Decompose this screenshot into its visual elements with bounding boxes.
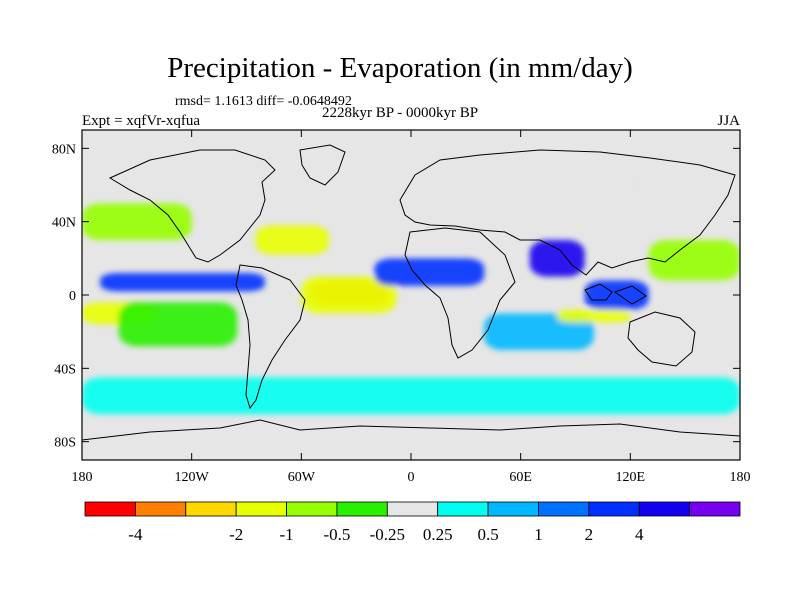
coastline-south-america	[235, 264, 306, 410]
colorbar-box	[235, 501, 287, 517]
colorbar-label: 0.5	[477, 525, 498, 544]
colorbar-label: 4	[635, 525, 644, 544]
field-region-1	[301, 276, 397, 314]
y-tick-label: 80N	[52, 142, 76, 157]
colorbar-box	[538, 501, 590, 517]
coastline-africa	[404, 227, 516, 359]
x-tick-label: 180	[72, 470, 93, 485]
coastline-antarctica	[82, 419, 740, 441]
period-text: 2228kyr BP - 0000kyr BP	[322, 105, 479, 121]
coastline-australia	[627, 311, 696, 367]
season-label: JJA	[717, 113, 740, 129]
experiment-label: Expt = xqfVr-xqfua	[82, 113, 201, 129]
colorbar-label: -4	[128, 525, 143, 544]
colorbar-label: 1	[534, 525, 543, 544]
y-tick-label: 40N	[52, 216, 76, 231]
field-region-5	[82, 203, 192, 240]
colorbar-label: 2	[585, 525, 594, 544]
colorbar-label: -1	[279, 525, 293, 544]
colorbar-box	[638, 501, 691, 517]
colorbar-box	[487, 501, 539, 517]
field-region-14	[82, 377, 740, 415]
field-region-9	[529, 240, 585, 277]
field-region-8	[374, 258, 485, 286]
colorbar-label: -0.25	[370, 525, 405, 544]
x-tick-label: 120W	[175, 470, 210, 485]
colorbar-box	[689, 501, 741, 517]
x-tick-label: 60E	[509, 470, 532, 485]
x-tick-label: 180	[730, 470, 751, 485]
field-region-7	[100, 273, 265, 292]
y-tick-label: 40S	[54, 362, 76, 377]
field-region-11	[484, 313, 594, 350]
x-tick-label: 60W	[288, 470, 316, 485]
colorbar-box	[134, 501, 187, 517]
x-tick-label: 0	[408, 470, 415, 485]
field-region-13	[557, 309, 631, 323]
coastline-north-america	[108, 149, 276, 263]
coastline-eurasia	[399, 149, 736, 276]
chart-title: Precipitation - Evaporation (in mm/day)	[167, 52, 633, 84]
field-region-3	[118, 302, 238, 347]
colorbar-box	[286, 501, 338, 517]
y-tick-label: 80S	[54, 436, 76, 451]
y-tick-label: 0	[69, 289, 76, 304]
field-region-10	[584, 280, 649, 310]
field-region-4	[255, 225, 329, 255]
stats-text: rmsd= 1.1613 diff= -0.0648492	[175, 94, 352, 109]
x-tick-label: 120E	[616, 470, 646, 485]
colorbar-label: 0.25	[423, 525, 453, 544]
colorbar-label: -2	[229, 525, 243, 544]
field-region-6	[438, 157, 631, 213]
coastline-greenland	[299, 144, 346, 186]
coastline-maritime-continent	[584, 283, 647, 305]
field-region-12	[648, 240, 740, 281]
colorbar-box	[437, 501, 489, 517]
colorbar-box	[185, 501, 237, 517]
colorbar-box	[386, 501, 439, 517]
colorbar-label: -0.5	[323, 525, 350, 544]
colorbar-box	[336, 501, 388, 517]
colorbar-box	[84, 501, 136, 517]
colorbar-box	[588, 501, 640, 517]
